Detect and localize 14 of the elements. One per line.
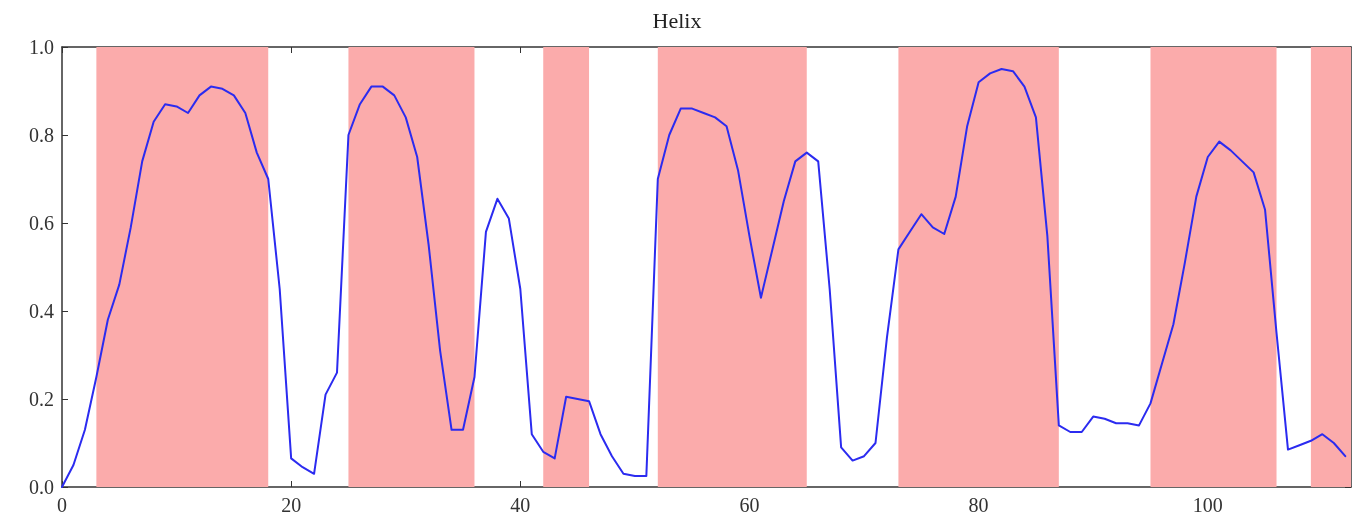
chart-title: Helix: [652, 7, 702, 33]
x-tick-label: 20: [281, 494, 302, 516]
y-tick-label: 0.4: [29, 300, 54, 322]
x-tick-label: 40: [510, 494, 531, 516]
y-tick-label: 0.0: [29, 476, 54, 498]
x-tick-label: 100: [1192, 494, 1223, 516]
x-tick-label: 0: [57, 494, 67, 516]
y-tick-label: 0.6: [29, 212, 54, 234]
y-tick-label: 0.2: [29, 388, 54, 410]
line-series: [61, 68, 1347, 488]
y-tick-label: 0.8: [29, 124, 54, 146]
x-tick-label: 60: [739, 494, 760, 516]
y-tick-label: 1.0: [29, 36, 54, 58]
x-tick-label: 80: [968, 494, 989, 516]
